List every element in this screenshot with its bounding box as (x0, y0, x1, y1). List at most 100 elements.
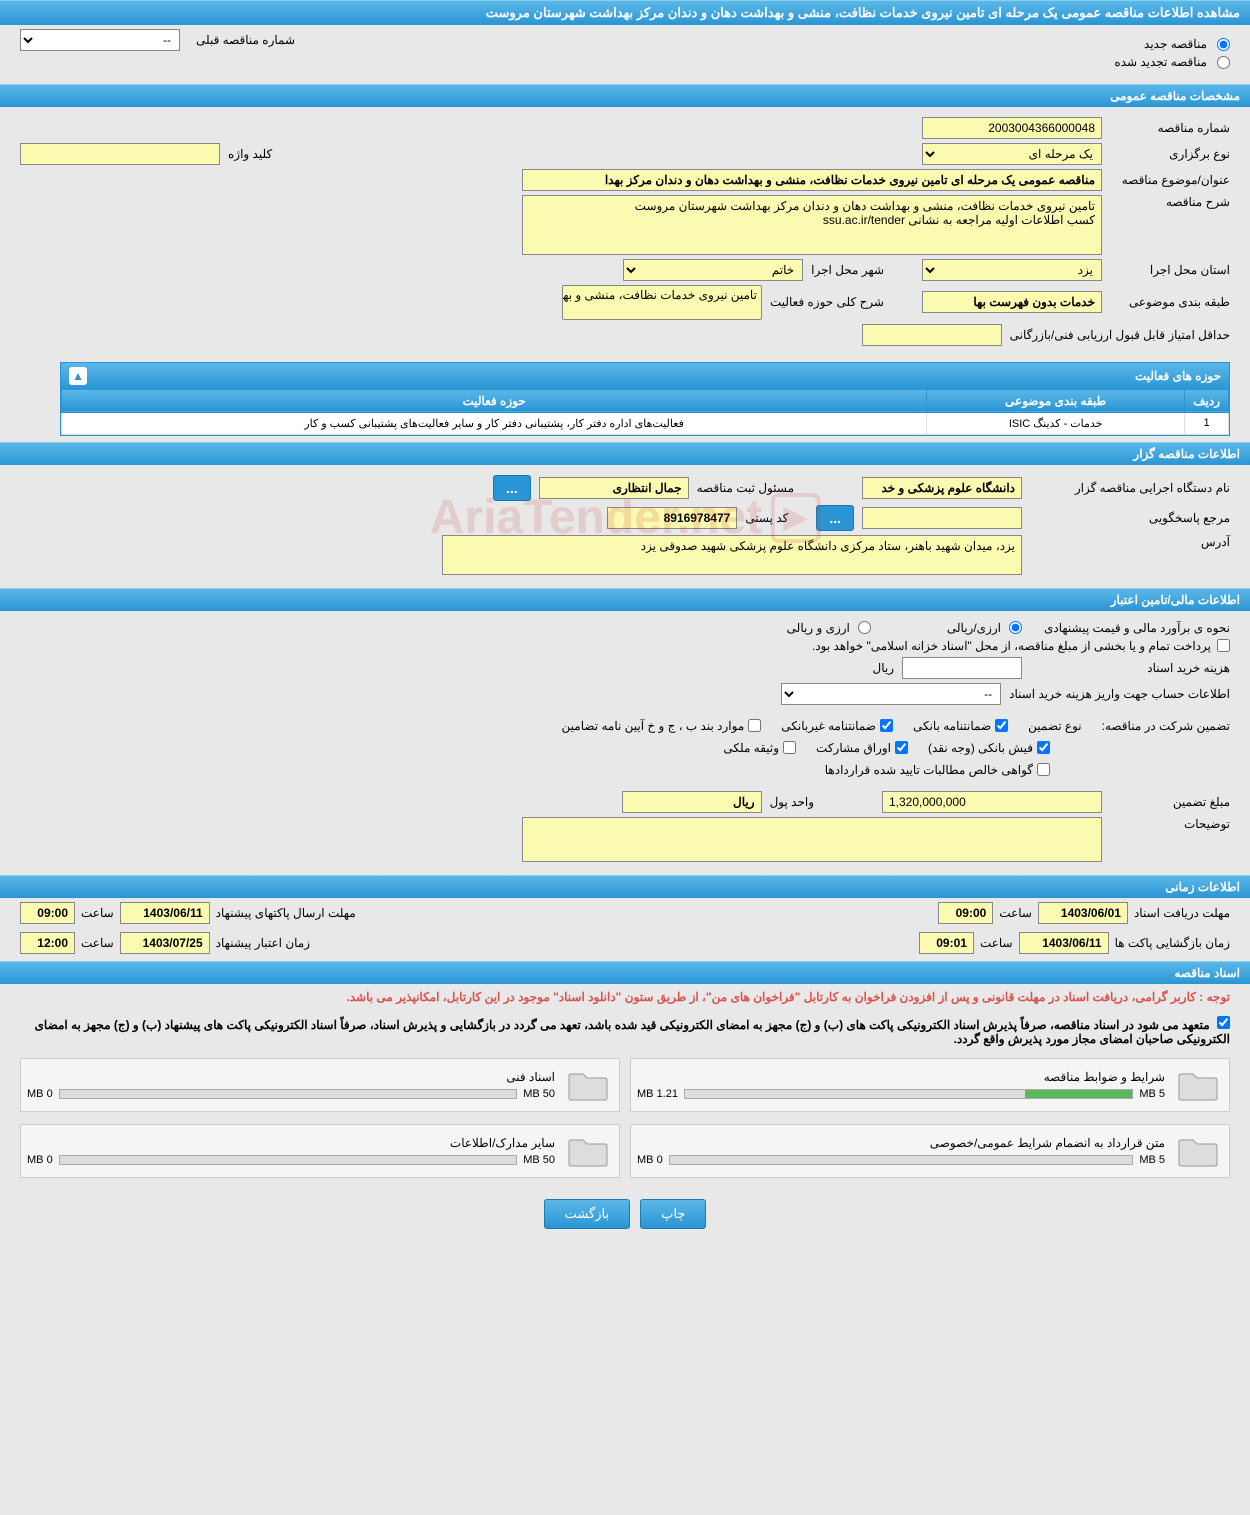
new-tender-radio[interactable] (1217, 38, 1230, 51)
section-general-specs: مشخصات مناقصه عمومی (0, 84, 1250, 107)
prev-tender-select[interactable]: -- (20, 29, 180, 51)
warning-text: توجه : کاربر گرامی، دریافت اسناد در مهلت… (0, 984, 1250, 1010)
commitment-text: متعهد می شود در اسناد مناقصه، صرفاً پذیر… (35, 1018, 1230, 1046)
bank-guarantee-label: ضمانتنامه بانکی (913, 719, 991, 733)
notes-label: توضیحات (1110, 817, 1230, 831)
submit-deadline-date[interactable] (120, 902, 210, 924)
time-label-2: ساعت (81, 906, 114, 920)
doc-cost-unit: ریال (872, 661, 894, 675)
guarantee-amount-input[interactable] (882, 791, 1102, 813)
org-name-input[interactable] (862, 477, 1022, 499)
opening-time-date[interactable] (1019, 932, 1109, 954)
submit-deadline-label: مهلت ارسال پاکتهای پیشنهاد (216, 906, 356, 920)
currency-radio[interactable] (858, 621, 871, 634)
prev-tender-label: شماره مناقصه قبلی (196, 33, 295, 47)
responder-input[interactable] (862, 507, 1022, 529)
renewed-tender-label: مناقصه تجدید شده (1114, 55, 1207, 69)
account-info-select[interactable]: -- (781, 683, 1001, 705)
time-label-1: ساعت (999, 906, 1032, 920)
nonbank-guarantee-label: ضمانتنامه غیربانکی (781, 719, 876, 733)
guarantee-section-label: تضمین شرکت در مناقصه: (1102, 719, 1230, 733)
validity-date[interactable] (120, 932, 210, 954)
bylaw-label: موارد بند ب ، ج و خ آیین نامه تضامین (562, 719, 745, 733)
nonbank-guarantee-checkbox[interactable] (880, 719, 893, 732)
keyword-input[interactable] (20, 143, 220, 165)
min-score-label: حداقل امتیاز قابل قبول ارزیابی فنی/بازرگ… (1010, 328, 1230, 342)
doc-title: اسناد فنی (27, 1070, 555, 1084)
col-scope: حوزه فعالیت (62, 389, 927, 412)
rial-radio-label: ارزی/ریالی (947, 621, 1001, 635)
bank-receipt-label: فیش بانکی (وجه نقد) (928, 741, 1033, 755)
doc-cost-label: هزینه خرید اسناد (1030, 661, 1230, 675)
currency-radio-label: ارزی و ریالی (787, 621, 850, 635)
estimate-method-label: نحوه ی برآورد مالی و قیمت پیشنهادی (1030, 621, 1230, 635)
rial-radio[interactable] (1009, 621, 1022, 634)
responder-more-button[interactable]: ... (816, 505, 854, 531)
section-financial: اطلاعات مالی/تامین اعتبار (0, 588, 1250, 611)
activity-table: ردیف طبقه بندی موضوعی حوزه فعالیت 1 خدما… (61, 389, 1229, 435)
postal-code-input[interactable] (607, 507, 737, 529)
subject-input[interactable] (522, 169, 1102, 191)
confirmed-claims-checkbox[interactable] (1037, 763, 1050, 776)
folder-icon (563, 1065, 613, 1105)
address-textarea[interactable] (442, 535, 1022, 575)
province-label: استان محل اجرا (1110, 263, 1230, 277)
reg-officer-label: مسئول ثبت مناقصه (697, 481, 794, 495)
tender-number-input[interactable] (922, 117, 1102, 139)
doc-total: 50 MB (523, 1154, 555, 1166)
city-select[interactable]: خاتم (623, 259, 803, 281)
currency-unit-input[interactable] (622, 791, 762, 813)
table-row: 1 خدمات - کدینگ ISIC فعالیت‌های اداره دف… (62, 412, 1229, 434)
doc-title: شرایط و ضوابط مناقصه (637, 1070, 1165, 1084)
col-row: ردیف (1185, 389, 1229, 412)
holding-type-label: نوع برگزاری (1110, 147, 1230, 161)
tender-number-label: شماره مناقصه (1110, 121, 1230, 135)
doc-total: 5 MB (1139, 1154, 1165, 1166)
treasury-checkbox[interactable] (1217, 639, 1230, 652)
property-deed-label: وثیقه ملکی (723, 741, 779, 755)
page-title: مشاهده اطلاعات مناقصه عمومی یک مرحله ای … (0, 0, 1250, 25)
doc-used: 0 MB (637, 1154, 663, 1166)
reg-officer-input[interactable] (539, 477, 689, 499)
holding-type-select[interactable]: یک مرحله ای (922, 143, 1102, 165)
section-organizer: اطلاعات مناقصه گزار (0, 442, 1250, 465)
back-button[interactable]: بازگشت (544, 1199, 630, 1229)
validity-time[interactable] (20, 932, 75, 954)
subject-label: عنوان/موضوع مناقصه (1110, 173, 1230, 187)
doc-total: 50 MB (523, 1088, 555, 1100)
account-info-label: اطلاعات حساب جهت واریز هزینه خرید اسناد (1009, 687, 1230, 701)
more-button[interactable]: ... (493, 475, 531, 501)
description-textarea[interactable] (522, 195, 1102, 255)
doc-panel: شرایط و ضوابط مناقصه 5 MB 1.21 MB (630, 1058, 1230, 1112)
participation-bonds-checkbox[interactable] (895, 741, 908, 754)
property-deed-checkbox[interactable] (783, 741, 796, 754)
bylaw-checkbox[interactable] (748, 719, 761, 732)
receive-deadline-time[interactable] (938, 902, 993, 924)
receive-deadline-label: مهلت دریافت اسناد (1134, 906, 1230, 920)
province-select[interactable]: یزد (922, 259, 1102, 281)
participation-bonds-label: اوراق مشارکت (816, 741, 891, 755)
activity-scope-select[interactable]: تامین نیروی خدمات نظافت، منشی و بهداشت (562, 285, 762, 320)
bank-receipt-checkbox[interactable] (1037, 741, 1050, 754)
opening-time-time[interactable] (919, 932, 974, 954)
submit-deadline-time[interactable] (20, 902, 75, 924)
section-timing: اطلاعات زمانی (0, 875, 1250, 898)
progress-bar (59, 1089, 518, 1099)
subject-class-label: طبقه بندی موضوعی (1110, 295, 1230, 309)
print-button[interactable]: چاپ (640, 1199, 706, 1229)
currency-unit-label: واحد پول (770, 795, 814, 809)
commitment-checkbox[interactable] (1217, 1016, 1230, 1029)
notes-textarea[interactable] (522, 817, 1102, 862)
subject-class-input[interactable] (922, 291, 1102, 313)
folder-icon (1173, 1065, 1223, 1105)
receive-deadline-date[interactable] (1038, 902, 1128, 924)
validity-label: زمان اعتبار پیشنهاد (216, 936, 310, 950)
guarantee-type-label: نوع تضمین (1028, 719, 1081, 733)
doc-cost-input[interactable] (902, 657, 1022, 679)
city-label: شهر محل اجرا (811, 263, 884, 277)
time-label-4: ساعت (81, 936, 114, 950)
collapse-icon[interactable]: ▲ (69, 367, 87, 385)
renewed-tender-radio[interactable] (1217, 56, 1230, 69)
bank-guarantee-checkbox[interactable] (995, 719, 1008, 732)
min-score-input[interactable] (862, 324, 1002, 346)
